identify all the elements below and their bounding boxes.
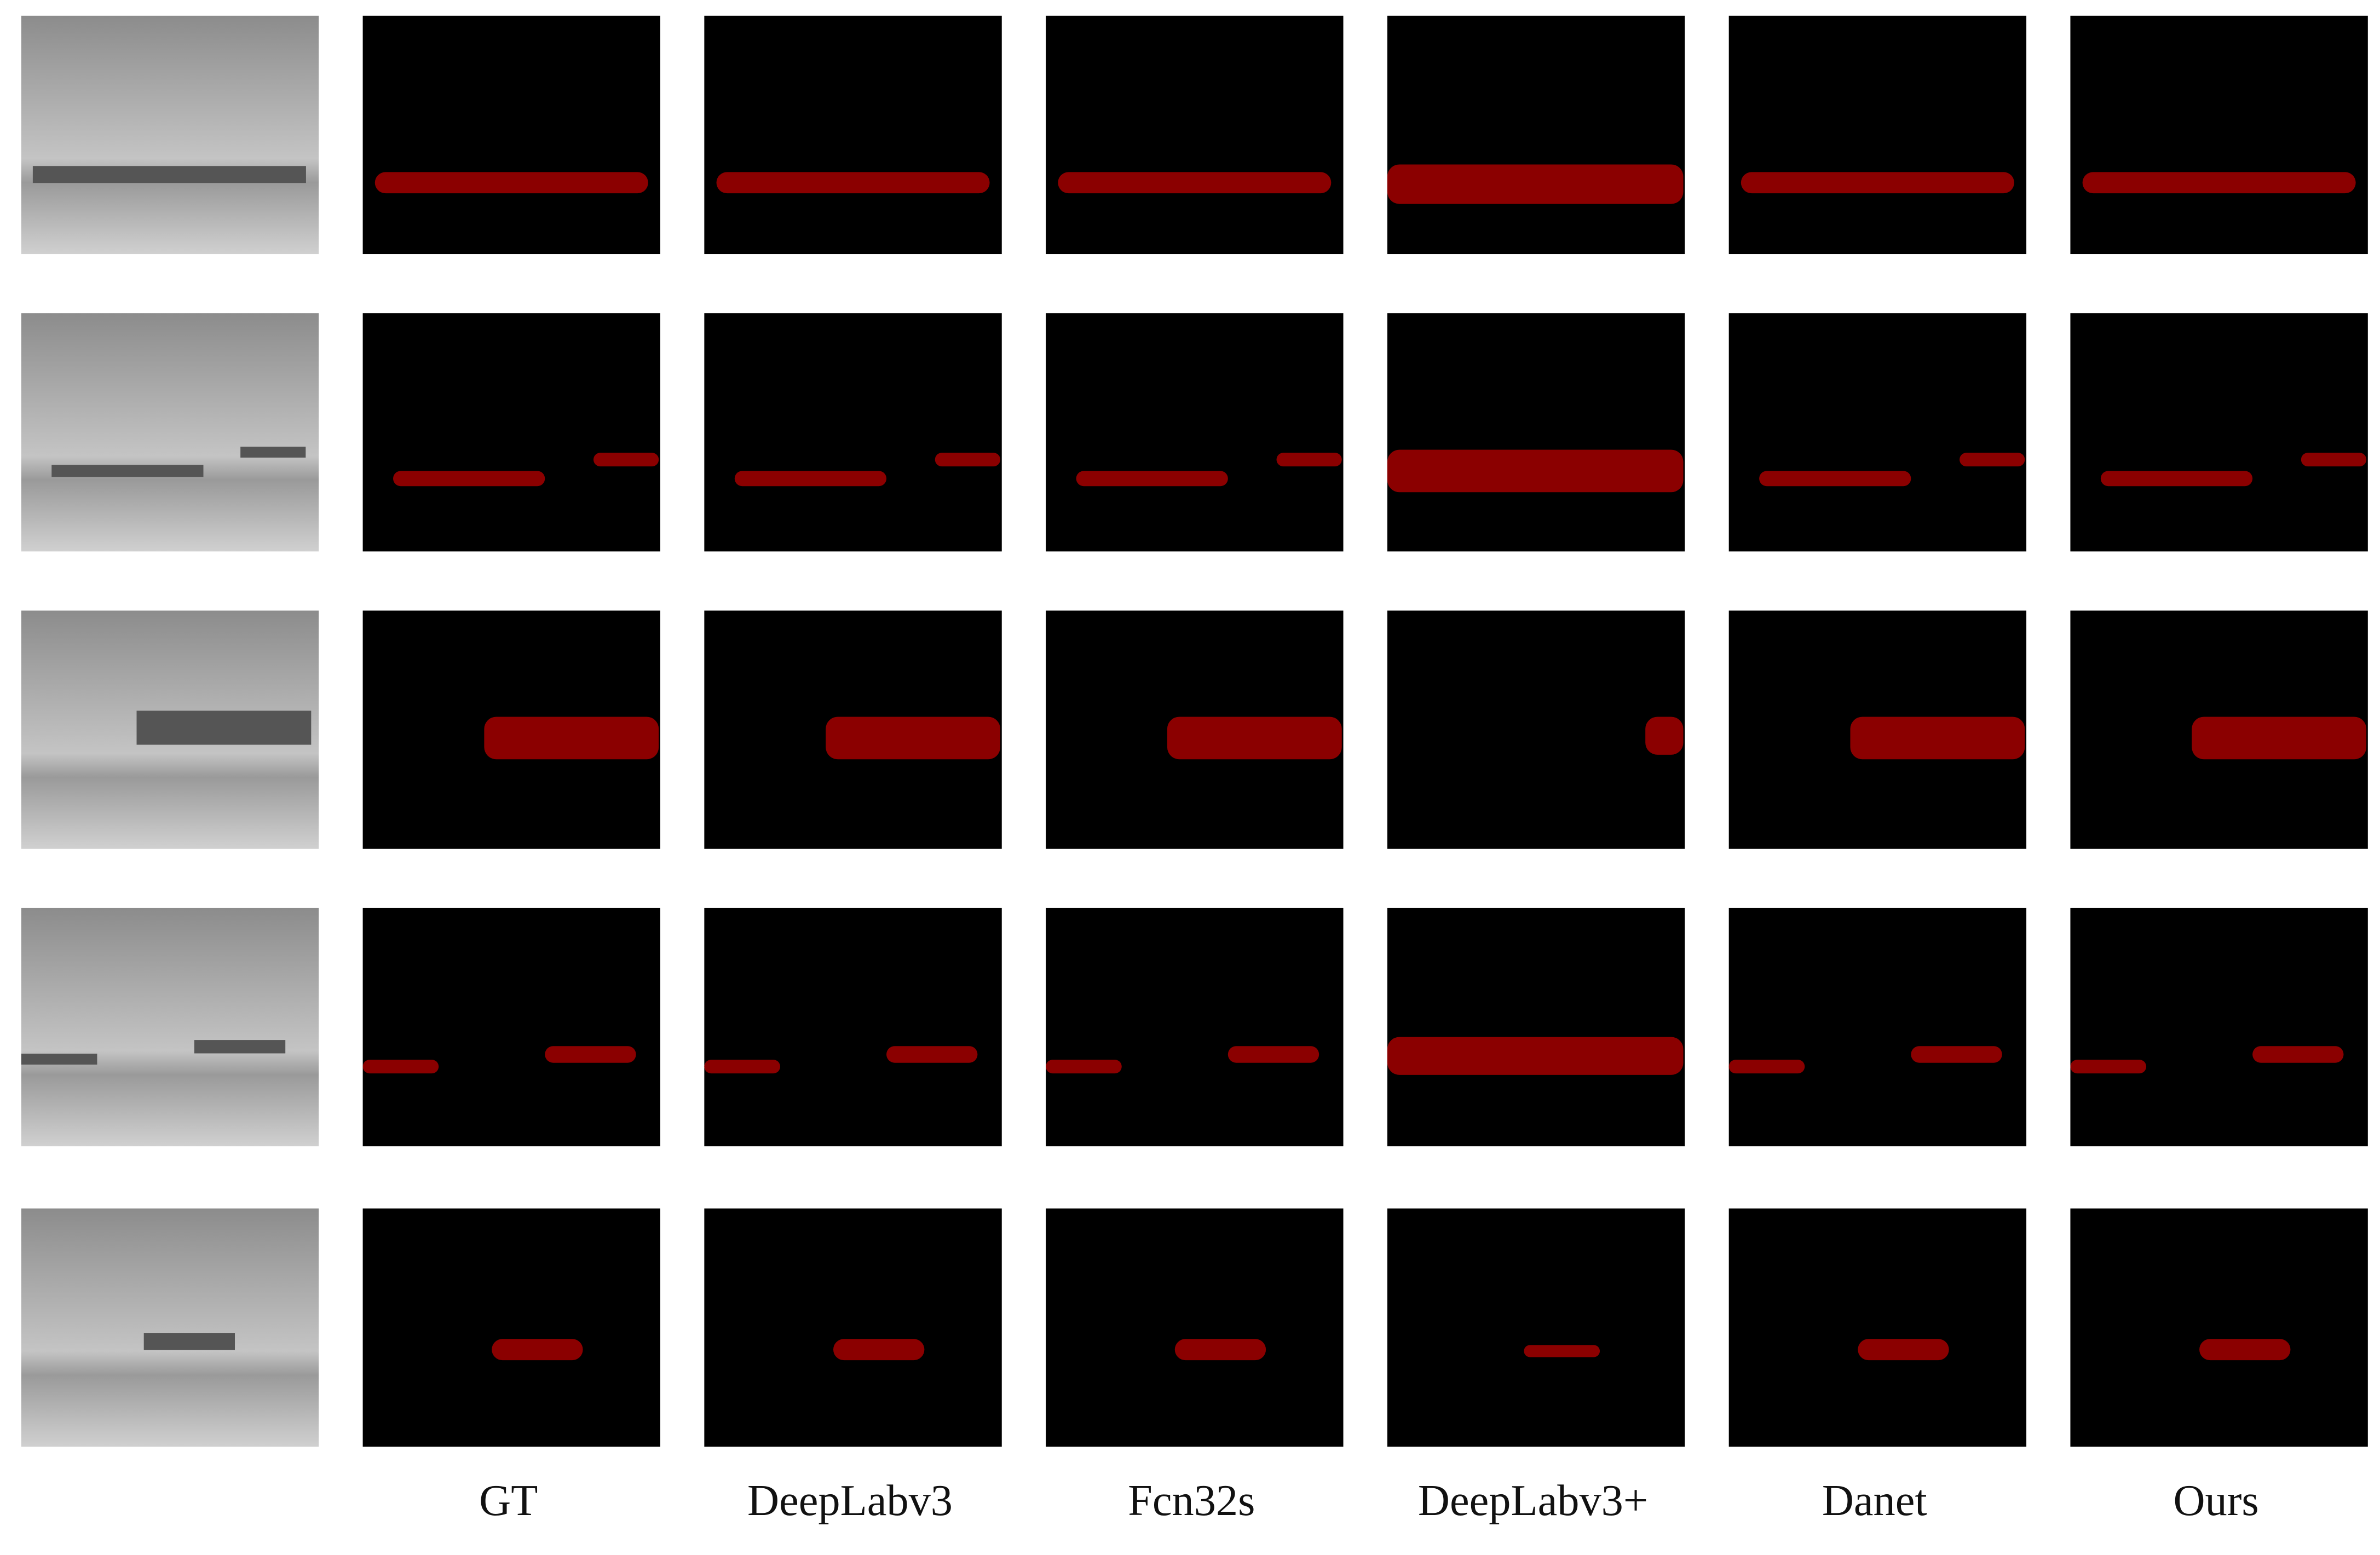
source-image — [21, 1208, 319, 1447]
ship-mask — [1524, 1345, 1600, 1357]
mask-image — [1046, 907, 1344, 1147]
mask-image — [1728, 313, 2027, 552]
ship-mask — [1058, 172, 1332, 194]
mask-image — [2070, 15, 2368, 255]
ship-mask — [1174, 1339, 1266, 1361]
ship-mask — [374, 172, 648, 194]
source-image — [21, 313, 319, 552]
ship-mask — [2301, 453, 2367, 467]
ship-mask — [1645, 716, 1684, 755]
mask-image — [362, 313, 660, 552]
mask-image — [1728, 907, 2027, 1147]
source-image — [21, 15, 319, 255]
ship-mask — [1387, 449, 1684, 493]
mask-image — [1387, 313, 1685, 552]
ship-mask — [2100, 471, 2253, 487]
ship-mask — [2192, 716, 2367, 760]
ship-mask — [492, 1339, 583, 1361]
ship — [240, 447, 306, 458]
ship — [136, 710, 312, 745]
ship-mask — [362, 1060, 439, 1074]
mask-image — [704, 15, 1002, 255]
mask-image — [362, 1208, 660, 1447]
ship — [143, 1333, 235, 1350]
column-label: DeepLabv3+ — [1418, 1476, 1648, 1525]
ship — [51, 465, 204, 477]
mask-image — [1387, 1208, 1685, 1447]
ship-mask — [1911, 1046, 2002, 1063]
mask-image — [1728, 1208, 2027, 1447]
image-grid — [21, 15, 2368, 1447]
ship-mask — [1276, 453, 1342, 467]
ship-mask — [1960, 453, 2025, 467]
ship-mask — [1167, 716, 1342, 760]
mask-image — [362, 907, 660, 1147]
ship-mask — [2199, 1339, 2291, 1361]
ship-mask — [1046, 1060, 1122, 1074]
ship-mask — [1387, 1037, 1684, 1075]
mask-image — [2070, 313, 2368, 552]
column-label: Fcn32s — [1128, 1476, 1255, 1525]
ship-mask — [1387, 164, 1684, 204]
column-label: GT — [479, 1476, 538, 1525]
ship-mask — [1858, 1339, 1949, 1361]
ship-mask — [1741, 172, 2014, 194]
mask-image — [362, 15, 660, 255]
source-image — [21, 907, 319, 1147]
mask-image — [704, 1208, 1002, 1447]
ship-mask — [1728, 1060, 1805, 1074]
ship-mask — [1228, 1046, 1319, 1063]
ship-mask — [826, 716, 1000, 760]
mask-image — [704, 907, 1002, 1147]
ship — [194, 1040, 286, 1054]
mask-image — [704, 313, 1002, 552]
ship-mask — [734, 471, 887, 487]
ship-mask — [393, 471, 545, 487]
mask-image — [1387, 610, 1685, 849]
ship-mask — [704, 1060, 780, 1074]
mask-image — [1728, 15, 2027, 255]
column-label: Ours — [2173, 1476, 2258, 1525]
ship-mask — [2082, 172, 2356, 194]
mask-image — [1387, 15, 1685, 255]
mask-image — [1046, 313, 1344, 552]
ship-mask — [1850, 716, 2025, 760]
column-label: DeepLabv3 — [747, 1476, 953, 1525]
ship-mask — [1076, 471, 1228, 487]
ship-mask — [545, 1046, 636, 1063]
ship-mask — [484, 716, 659, 760]
ship-mask — [2252, 1046, 2344, 1063]
ship-mask — [886, 1046, 978, 1063]
ship-mask — [593, 453, 659, 467]
mask-image — [1046, 15, 1344, 255]
ship-mask — [1759, 471, 1911, 487]
mask-image — [2070, 1208, 2368, 1447]
ship — [21, 1054, 97, 1065]
ship-mask — [716, 172, 990, 194]
mask-image — [1046, 1208, 1344, 1447]
ship-mask — [833, 1339, 925, 1361]
mask-image — [1387, 907, 1685, 1147]
ship — [32, 166, 306, 183]
ship-mask — [935, 453, 1000, 467]
ship-mask — [2070, 1060, 2147, 1074]
mask-image — [2070, 907, 2368, 1147]
column-label: Danet — [1822, 1476, 1927, 1525]
